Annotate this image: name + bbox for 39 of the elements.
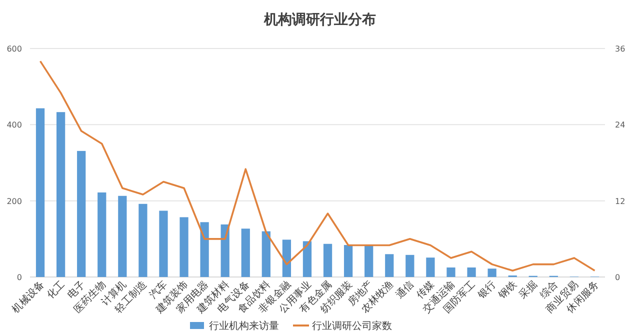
y-tick-label: 200 <box>6 196 22 206</box>
chart-title: 机构调研行业分布 <box>263 12 376 28</box>
bar <box>220 224 230 277</box>
bar <box>364 245 374 277</box>
bar <box>282 240 292 277</box>
y-tick-label: 600 <box>6 44 22 54</box>
bar <box>406 254 414 277</box>
bar <box>323 244 332 277</box>
bar <box>302 241 312 277</box>
x-tick-label: 通信 <box>394 278 416 302</box>
x-tick-label: 采掘 <box>516 278 540 302</box>
bar <box>36 108 45 277</box>
bar <box>344 245 353 277</box>
bar <box>98 192 106 277</box>
bar <box>180 217 188 277</box>
bar <box>159 210 168 277</box>
bar <box>488 268 496 277</box>
x-tick-label: 化工 <box>44 278 68 302</box>
bar <box>200 222 209 277</box>
y-tick-label: 400 <box>6 120 22 130</box>
bar <box>446 267 456 277</box>
y2-tick-label: 12 <box>615 196 626 206</box>
bar <box>426 258 435 277</box>
bar <box>467 267 476 277</box>
x-tick-label: 银行 <box>476 279 498 302</box>
legend-label: 行业调研公司家数 <box>312 320 392 332</box>
bar <box>138 204 148 277</box>
bar <box>241 228 250 277</box>
bar <box>385 254 394 277</box>
line-series <box>39 60 596 272</box>
y2-tick-label: 36 <box>615 44 626 54</box>
y2-tick-label: 0 <box>615 273 620 282</box>
bar <box>77 150 86 277</box>
bar <box>56 112 66 277</box>
bar <box>118 196 127 277</box>
legend-label: 行业机构来访量 <box>209 320 279 332</box>
bar <box>262 231 270 277</box>
y2-tick-label: 24 <box>615 120 626 130</box>
x-tick-label: 钢铁 <box>496 278 519 302</box>
